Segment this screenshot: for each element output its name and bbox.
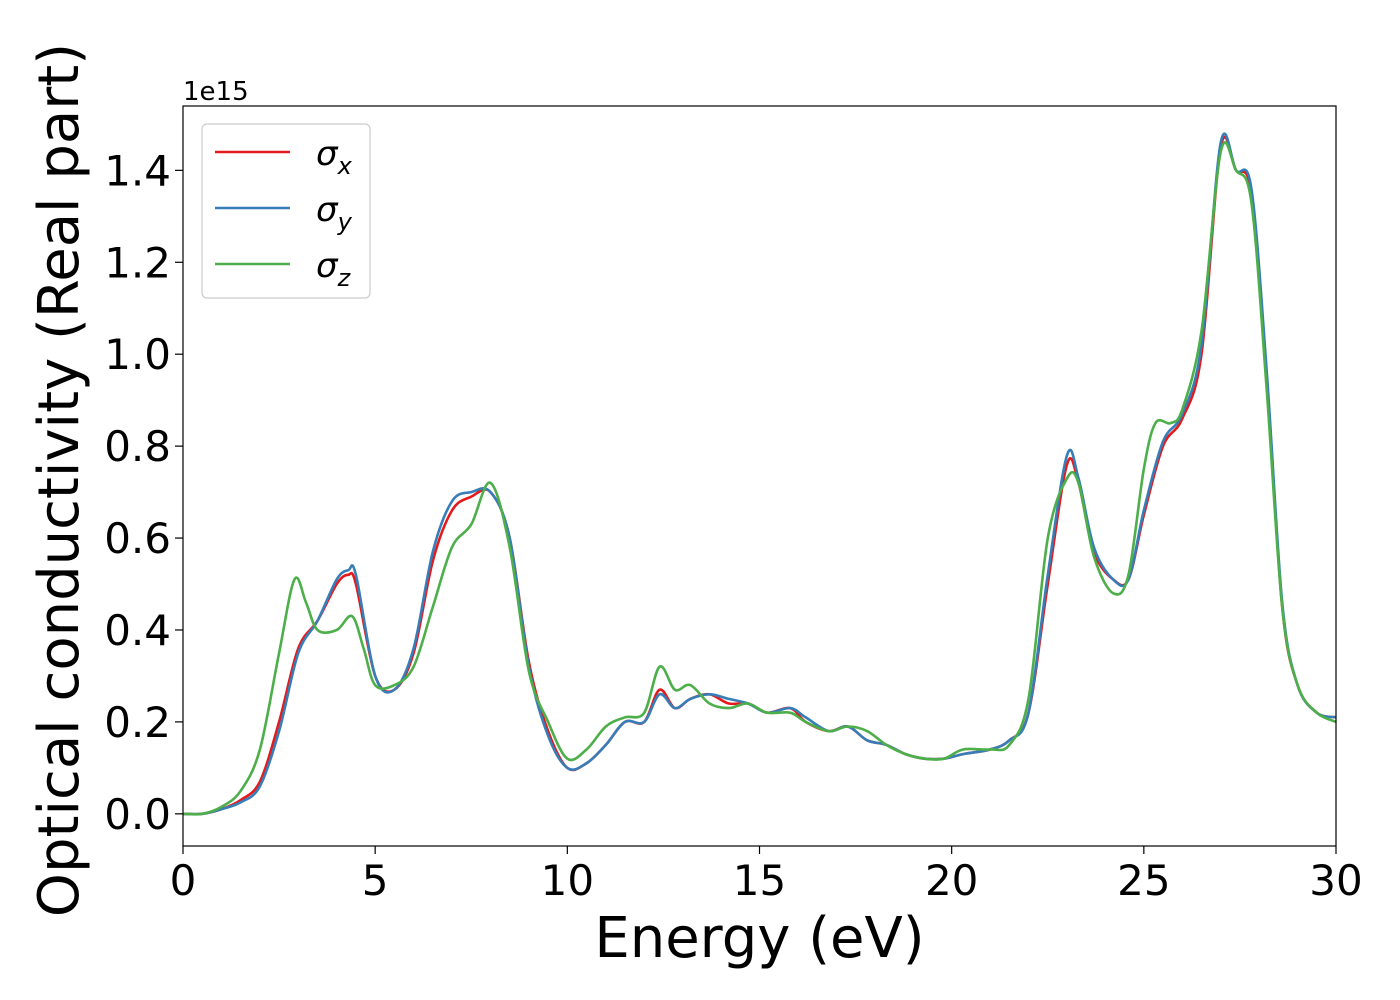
y-tick-label: 0.2 [104, 698, 171, 747]
x-tick-label: 25 [1117, 856, 1170, 905]
x-axis-title: Energy (eV) [594, 906, 924, 971]
y-tick-label: 0.0 [104, 790, 171, 839]
x-tick-label: 5 [362, 856, 389, 905]
y-tick-label: 0.8 [104, 422, 171, 471]
y-tick-label: 0.4 [104, 606, 171, 655]
series-line-y [182, 132, 1337, 816]
y-tick-label: 0.6 [104, 514, 171, 563]
y-axis-offset-label: 1e15 [183, 77, 249, 107]
y-tick-label: 1.0 [104, 330, 171, 379]
x-tick-label: 0 [170, 856, 197, 905]
legend-label-x: σx [316, 134, 353, 180]
y-tick-label: 1.2 [104, 238, 171, 287]
series-line-z [182, 141, 1337, 816]
x-tick-label: 10 [541, 856, 594, 905]
y-axis-ticks: 0.0 0.2 0.4 0.6 0.8 1.0 1.2 1.4 [104, 146, 183, 839]
series-layer [182, 132, 1337, 816]
y-axis-title: Optical conductivity (Real part) [27, 43, 92, 917]
legend-label-y: σy [316, 190, 353, 236]
legend-label-z: σz [316, 246, 352, 292]
legend-box [201, 123, 371, 299]
y-tick-label: 1.4 [104, 146, 171, 195]
x-axis-ticks: 0 5 10 15 20 25 30 [170, 846, 1363, 905]
legend-items: σx σy σz [215, 134, 353, 292]
legend: σx σy σz [201, 123, 371, 299]
x-tick-label: 20 [925, 856, 978, 905]
x-tick-label: 30 [1309, 856, 1362, 905]
x-tick-label: 15 [733, 856, 786, 905]
